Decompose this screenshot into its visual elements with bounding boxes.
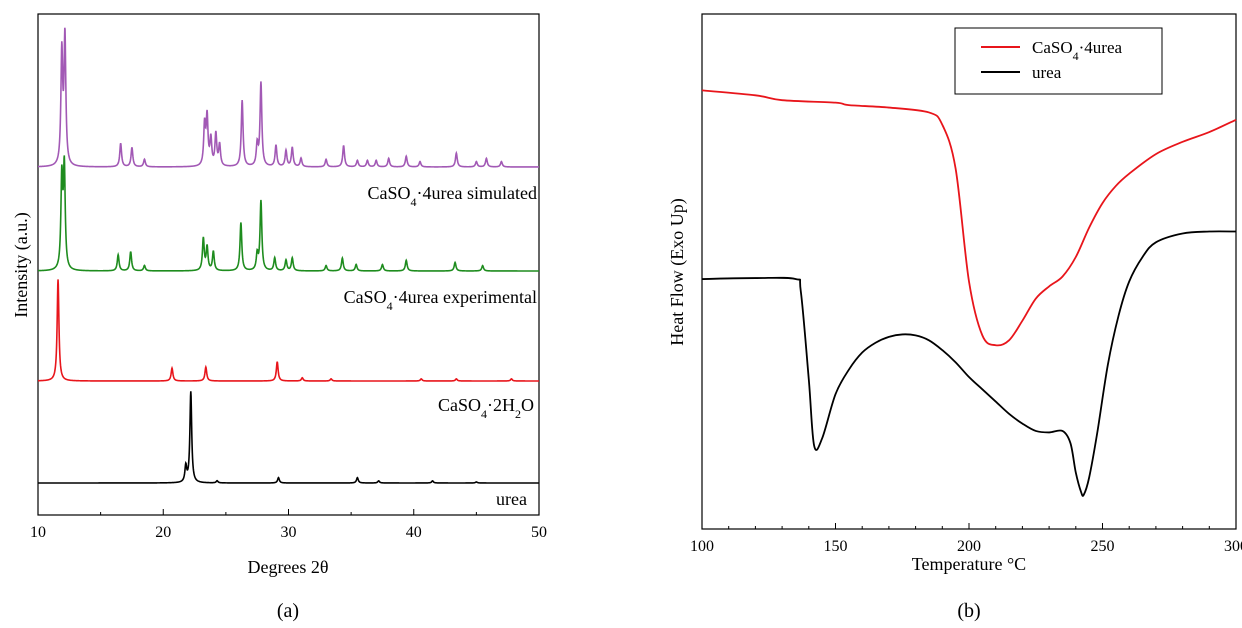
xrd-panel: 10 20 30 40 50 CaSO4·4urea simulatedCaSO4·4u… — [11, 13, 547, 622]
panel-label-a: (a) — [277, 600, 299, 622]
dsc-x-tick-label: 150 — [824, 538, 848, 555]
legend-label-urea: urea — [1032, 63, 1062, 82]
xrd-trace-label-caso4-4urea-simulated: CaSO4·4urea simulated — [368, 183, 537, 209]
xrd-series-caso4-4urea-simulated — [37, 27, 539, 168]
dsc-x-tick-label: 200 — [957, 538, 981, 555]
dsc-x-tick-label: 100 — [690, 538, 714, 555]
xrd-series-caso4-4urea-experimental — [37, 155, 539, 272]
xrd-series-caso4-2h2o — [37, 279, 539, 382]
xrd-x-tick-label: 10 — [30, 524, 46, 541]
panel-label-b: (b) — [957, 600, 980, 622]
xrd-x-tick-label: 20 — [155, 524, 171, 541]
dsc-x-tick-label: 250 — [1091, 538, 1115, 555]
xrd-y-axis-title: Intensity (a.u.) — [11, 212, 32, 317]
xrd-traces — [37, 27, 539, 484]
dsc-series-urea — [701, 230, 1237, 497]
dsc-traces — [701, 89, 1237, 497]
xrd-x-tick-label: 50 — [531, 524, 547, 541]
xrd-plot-frame — [37, 13, 540, 516]
legend-box — [954, 27, 1163, 95]
xrd-trace-label-caso4-2h2o: CaSO4·2H2O — [438, 395, 534, 421]
xrd-series-urea — [38, 391, 539, 484]
xrd-x-axis-title: Degrees 2θ — [247, 557, 328, 577]
xrd-x-axis: 10 20 30 40 50 — [30, 509, 547, 541]
dsc-x-tick-label: 300 — [1224, 538, 1242, 555]
xrd-trace-label-caso4-4urea-experimental: CaSO4·4urea experimental — [344, 287, 537, 313]
dsc-y-axis-title: Heat Flow (Exo Up) — [667, 198, 688, 345]
xrd-trace-labels: CaSO4·4urea simulated CaSO4·4urea experim… — [344, 183, 537, 509]
dsc-x-axis: 100 150 200 250 300 — [690, 523, 1242, 555]
dsc-series-caso4-4urea — [701, 89, 1237, 347]
xrd-x-tick-label: 40 — [406, 524, 422, 541]
xrd-x-tick-label: 30 — [281, 524, 297, 541]
legend-label-caso4-4urea: CaSO4·4urea — [1032, 38, 1122, 63]
dsc-x-axis-title: Temperature °C — [912, 554, 1026, 574]
xrd-trace-label-urea: urea — [496, 489, 527, 509]
